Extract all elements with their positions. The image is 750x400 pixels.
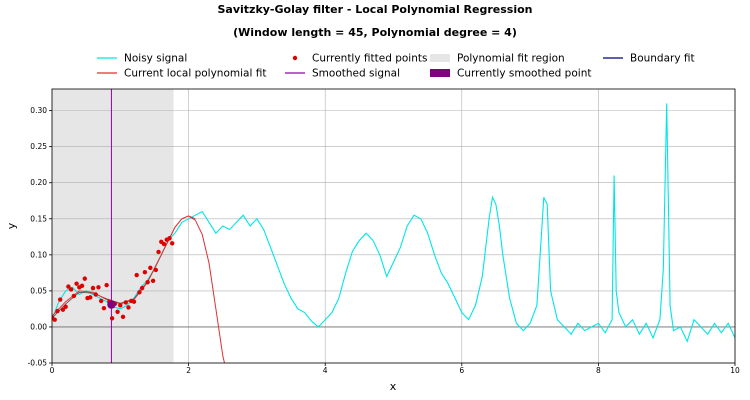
x-tick-label: 6: [459, 366, 464, 375]
legend-label: Currently fitted points: [312, 53, 427, 65]
fitted-point: [142, 269, 148, 275]
fitted-point: [74, 281, 79, 286]
fitted-point: [90, 285, 96, 291]
fitted-point: [145, 280, 150, 285]
fitted-point: [148, 265, 153, 271]
x-tick-label: 4: [323, 366, 328, 375]
fitted-point: [120, 314, 126, 320]
legend-item: Currently smoothed point: [430, 68, 591, 80]
legend-label: Polynomial fit region: [457, 53, 565, 65]
legend-label: Noisy signal: [124, 53, 187, 65]
legend-swatch-patch: [430, 69, 450, 77]
fitted-point: [137, 290, 142, 295]
legend-swatch-dot: [292, 55, 298, 61]
legend-label: Boundary fit: [630, 53, 695, 65]
fitted-point: [79, 283, 85, 289]
legend: Noisy signal Current local polynomial fit…: [97, 53, 695, 80]
fitted-point: [118, 303, 123, 308]
x-tick-label: 8: [596, 366, 601, 375]
fitted-point: [134, 272, 139, 278]
fitted-point: [55, 308, 60, 314]
fitted-point: [153, 267, 159, 273]
fitted-point: [170, 241, 175, 246]
x-axis-label: x: [390, 380, 397, 393]
chart-subtitle: (Window length = 45, Polynomial degree =…: [233, 26, 517, 39]
y-tick-label: 0.25: [30, 142, 47, 151]
x-tick-label: 2: [186, 366, 191, 375]
fitted-point: [139, 285, 145, 291]
fitted-point: [66, 284, 71, 289]
fitted-point: [57, 297, 63, 302]
series-group: [52, 103, 735, 363]
chart-title: Savitzky-Golay filter - Local Polynomial…: [217, 3, 533, 16]
legend-swatch-patch: [430, 54, 450, 62]
fitted-point: [88, 295, 93, 300]
fitted-point: [123, 300, 128, 305]
fitted-point: [150, 278, 156, 283]
plot-frame: [51, 88, 736, 364]
fitted-point: [131, 299, 137, 304]
x-tick-label: 10: [730, 366, 740, 375]
fitted-point: [60, 307, 66, 312]
legend-item: Currently fitted points: [292, 53, 427, 65]
fit-region: [52, 89, 174, 363]
y-tick-label: -0.05: [28, 359, 48, 368]
fitted-point: [126, 305, 131, 310]
legend-label: Currently smoothed point: [457, 68, 591, 80]
fitted-point: [167, 236, 172, 241]
fitted-point: [52, 317, 57, 322]
x-tick-label: 0: [50, 366, 55, 375]
legend-item: Noisy signal: [97, 53, 187, 65]
series-noisy-signal: [52, 103, 735, 343]
legend-item: Boundary fit: [603, 53, 695, 65]
legend-label: Current local polynomial fit: [124, 68, 266, 80]
y-tick-label: 0.00: [30, 322, 47, 331]
fitted-point: [82, 276, 87, 281]
fitted-point: [161, 241, 167, 247]
legend-item: Polynomial fit region: [430, 53, 565, 65]
legend-item: Current local polynomial fit: [97, 68, 266, 80]
y-tick-label: 0.30: [30, 106, 47, 115]
fitted-point: [104, 282, 109, 288]
y-axis-label: y: [5, 222, 18, 229]
fitted-point: [101, 306, 107, 311]
fitted-point: [156, 249, 161, 255]
y-tick-label: 0.20: [30, 178, 47, 187]
y-tick-label: 0.05: [30, 286, 47, 295]
legend-label: Smoothed signal: [312, 68, 400, 80]
fitted-point: [71, 293, 77, 299]
current-smoothed-point: [107, 300, 116, 309]
fitted-point: [98, 298, 104, 304]
axes: 0 2 4 6 8 10 -0.05 0.00 0.05 0.10 0.15 0.20 0.25 0.30: [28, 88, 740, 375]
fitted-point: [115, 309, 120, 315]
y-tick-label: 0.15: [30, 214, 47, 223]
plot-area: [51, 89, 736, 364]
fitted-point: [109, 316, 115, 321]
fitted-point: [96, 285, 101, 290]
fitted-point: [63, 304, 68, 309]
fitted-point: [68, 287, 74, 292]
fitted-point: [93, 292, 98, 297]
y-tick-label: 0.10: [30, 250, 47, 259]
legend-item: Smoothed signal: [285, 68, 400, 80]
